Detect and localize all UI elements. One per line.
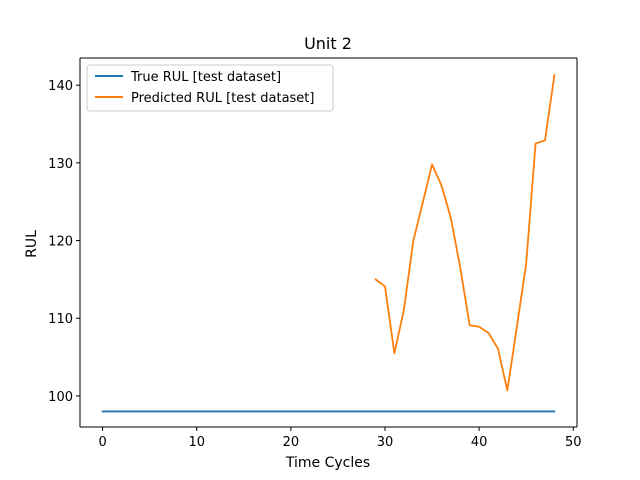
axes-layer	[79, 57, 578, 428]
legend-label-true-rul: True RUL [test dataset]	[130, 70, 281, 85]
y-axis-label: RUL	[24, 230, 40, 258]
y-tick-label-100: 100	[48, 390, 73, 405]
x-tick-label-20: 20	[283, 435, 300, 450]
chart-title: Unit 2	[304, 34, 352, 53]
x-tick-label-10: 10	[188, 435, 205, 450]
y-tick-label-120: 120	[48, 235, 73, 250]
y-tick-label-110: 110	[48, 312, 73, 327]
legend: True RUL [test dataset] Predicted RUL [t…	[86, 64, 334, 112]
x-tick-label-50: 50	[565, 435, 582, 450]
ticks-layer: 0 10 20 30 40 50 100 110 120 130 140	[48, 79, 581, 450]
legend-box	[86, 64, 334, 112]
x-tick-label-0: 0	[98, 435, 106, 450]
y-tick-label-130: 130	[48, 157, 73, 172]
x-tick-label-30: 30	[377, 435, 394, 450]
legend-label-predicted-rul: Predicted RUL [test dataset]	[131, 91, 314, 106]
x-axis-label: Time Cycles	[285, 455, 370, 471]
x-tick-label-40: 40	[471, 435, 488, 450]
series-line-predicted-rul	[374, 74, 556, 392]
series-layer	[101, 74, 556, 413]
y-tick-label-140: 140	[48, 79, 73, 94]
